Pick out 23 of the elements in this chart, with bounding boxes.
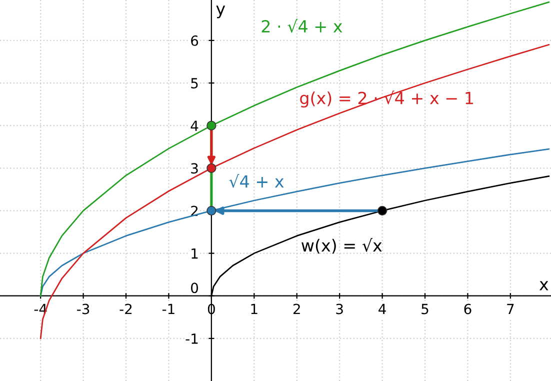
- y-axis-title: y: [216, 6, 226, 18]
- x-tick-label: -2: [120, 304, 132, 314]
- x-tick-label: 7: [507, 304, 514, 314]
- annotation: 2 · √4 + x: [262, 18, 342, 33]
- y-tick-label: 0: [191, 282, 198, 294]
- x-tick-label: -3: [77, 304, 90, 314]
- y-tick-label: -1: [186, 334, 198, 344]
- x-tick-label: 6: [464, 304, 472, 314]
- y-tick-label: 3: [191, 163, 198, 174]
- y-tick-label: 5: [191, 78, 198, 88]
- x-tick-label: 5: [422, 304, 428, 314]
- annotation: √4 + x: [229, 174, 284, 188]
- x-tick-label: 1: [251, 304, 258, 314]
- annotation: g(x) = 2 · √4 + x − 1: [300, 90, 473, 108]
- x-tick-label: 4: [378, 304, 386, 314]
- y-tick-label: 6: [191, 35, 198, 46]
- y-tick-label: 1: [192, 248, 198, 259]
- annotation: w(x) = √x: [302, 238, 382, 254]
- y-tick-label: 4: [190, 120, 198, 131]
- x-axis-title: x: [539, 281, 548, 290]
- x-tick-label: 2: [293, 304, 300, 314]
- x-tick-label: -1: [162, 304, 174, 314]
- x-tick-label: 3: [336, 304, 343, 314]
